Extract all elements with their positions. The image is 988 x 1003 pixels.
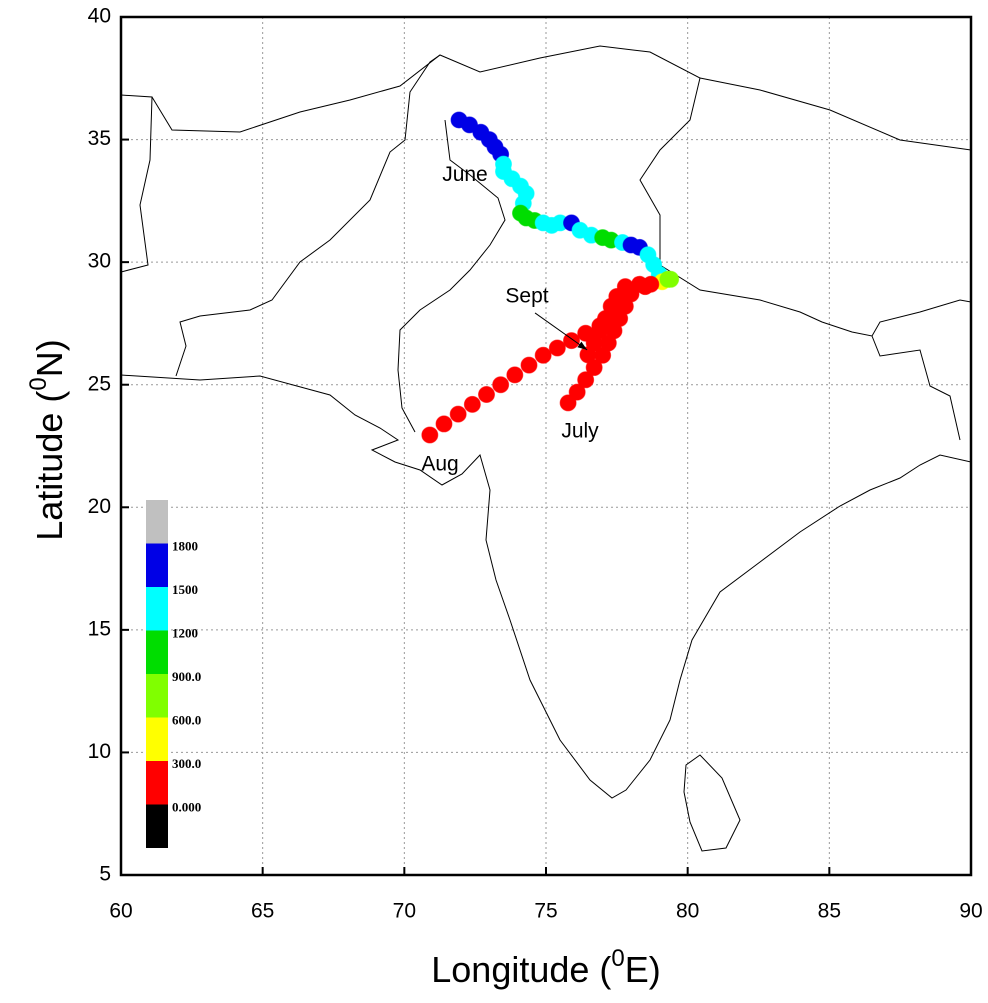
colorbar-label: 300.0 bbox=[172, 756, 201, 771]
y-tick-label: 10 bbox=[88, 740, 111, 763]
trajectory-point bbox=[478, 386, 495, 404]
trajectory-point bbox=[577, 371, 595, 389]
colorbar-segment bbox=[146, 717, 168, 761]
trajectory-point bbox=[506, 366, 524, 384]
x-label-sup: 0 bbox=[611, 945, 624, 972]
annotation-arrowhead bbox=[577, 341, 588, 350]
border bbox=[121, 94, 153, 273]
colorbar-label: 600.0 bbox=[172, 712, 201, 727]
trajectory-point bbox=[662, 270, 680, 288]
colorbar-label: 900.0 bbox=[172, 669, 201, 684]
x-tick-label: 60 bbox=[109, 900, 132, 923]
plot-frame bbox=[119, 15, 973, 877]
sri-lanka bbox=[683, 754, 741, 852]
colorbar-segment bbox=[146, 761, 168, 805]
colorbar-segment bbox=[146, 587, 168, 631]
annotation: Sept bbox=[505, 285, 548, 308]
trajectory-point bbox=[435, 415, 453, 433]
colorbar-label: 0.000 bbox=[172, 799, 201, 814]
colorbar-label: 1800 bbox=[172, 538, 198, 553]
colorbar: 0.000 300.0 600.0 900.0 1200 1500 1800 bbox=[146, 500, 201, 848]
border bbox=[699, 77, 971, 151]
colorbar-segment bbox=[146, 630, 168, 674]
trajectory bbox=[421, 111, 680, 444]
x-axis-label: Longitude (0E) bbox=[431, 945, 661, 989]
map bbox=[121, 45, 971, 852]
colorbar-segment bbox=[146, 500, 168, 544]
annotations: June Sept July Aug bbox=[421, 163, 599, 476]
trajectory-point bbox=[548, 339, 566, 357]
trajectory-point bbox=[421, 426, 439, 444]
annotation: June bbox=[442, 163, 488, 186]
y-tick-label: 40 bbox=[88, 5, 111, 28]
x-tick-label: 65 bbox=[251, 900, 274, 923]
border bbox=[175, 54, 441, 377]
x-tick-label: 85 bbox=[818, 900, 841, 923]
y-label-part: N) bbox=[29, 339, 70, 377]
border bbox=[871, 335, 961, 441]
colorbar-segment bbox=[146, 804, 168, 848]
annotation-arrow bbox=[534, 312, 588, 351]
trajectory-point bbox=[616, 278, 634, 296]
y-tick-label: 30 bbox=[88, 250, 111, 273]
trajectory-point bbox=[449, 405, 467, 423]
y-label-sup: 0 bbox=[25, 377, 52, 390]
colorbar-label: 1200 bbox=[172, 625, 198, 640]
x-tick-label: 70 bbox=[393, 900, 416, 923]
x-tick-label: 80 bbox=[676, 900, 699, 923]
y-label-part: Latitude ( bbox=[29, 391, 70, 541]
border bbox=[659, 264, 971, 337]
colorbar-label: 1500 bbox=[172, 582, 198, 597]
colorbar-segment bbox=[146, 674, 168, 718]
trajectory-point bbox=[636, 278, 654, 296]
x-label-part: Longitude ( bbox=[431, 949, 611, 990]
axes: 60 65 70 75 80 85 90 5 10 15 20 25 30 35 40 bbox=[88, 5, 983, 923]
y-axis-label: Latitude (0N) bbox=[25, 339, 69, 540]
trajectory-point bbox=[463, 395, 481, 413]
trajectory-point bbox=[534, 346, 552, 364]
colorbar-segment bbox=[146, 543, 168, 587]
y-tick-label: 5 bbox=[99, 863, 111, 886]
x-label-part: E) bbox=[625, 949, 661, 990]
border bbox=[151, 45, 701, 265]
annotation: July bbox=[561, 420, 599, 443]
y-tick-label: 35 bbox=[88, 127, 111, 150]
y-tick-label: 25 bbox=[88, 372, 111, 395]
x-tick-label: 90 bbox=[959, 900, 982, 923]
y-tick-label: 20 bbox=[88, 495, 111, 518]
trajectory-point bbox=[492, 376, 510, 394]
grid bbox=[120, 16, 972, 876]
y-tick-label: 15 bbox=[88, 617, 111, 640]
coastline bbox=[121, 374, 971, 799]
border bbox=[397, 119, 506, 433]
trajectory-point bbox=[520, 356, 538, 374]
annotation: Aug bbox=[421, 452, 458, 475]
trajectory-point bbox=[568, 383, 586, 401]
x-tick-label: 75 bbox=[534, 900, 557, 923]
